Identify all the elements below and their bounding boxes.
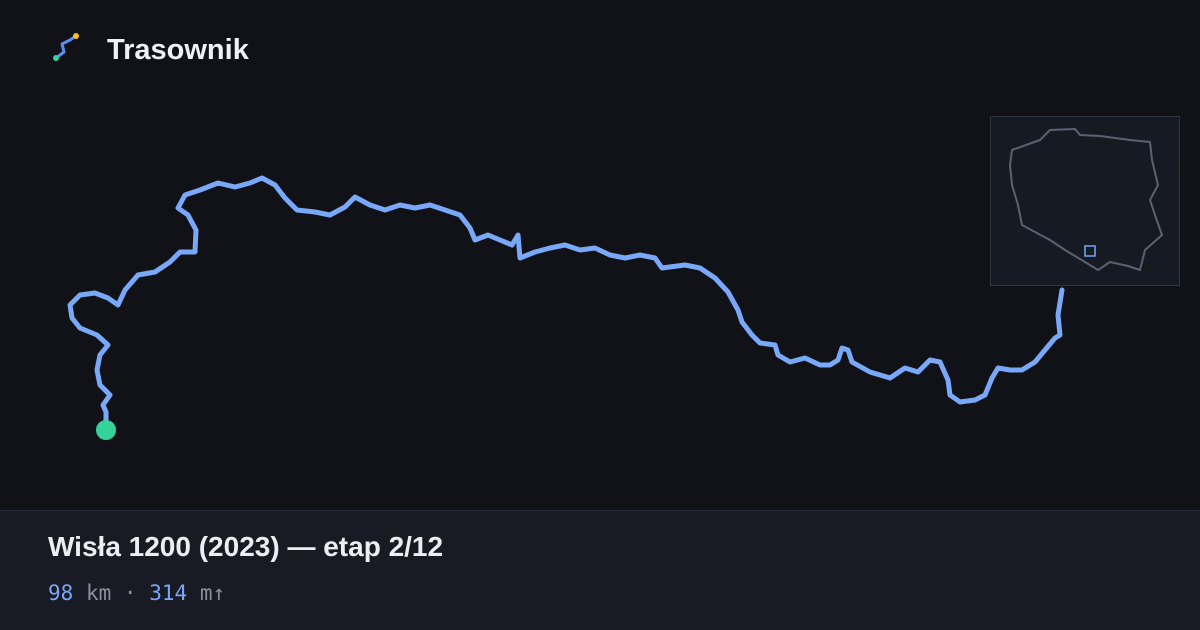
route-start (96, 420, 116, 440)
separator: · (123, 581, 137, 605)
minimap (990, 116, 1180, 286)
distance-value: 98 (48, 581, 74, 605)
elevation-value: 314 (149, 581, 188, 605)
route-title: Wisła 1200 (2023) — etap 2/12 (48, 531, 444, 562)
footer: Wisła 1200 (2023) — etap 2/12 98 km · 31… (0, 510, 1200, 630)
logo (53, 33, 79, 61)
elevation-unit: m↑ (199, 581, 226, 605)
route-stats: 98 km · 314 m↑ (48, 581, 225, 605)
route-map (53, 33, 1180, 440)
distance-unit: km (85, 581, 112, 605)
brand-name: Trasownik (107, 34, 249, 66)
route (67, 175, 1065, 433)
